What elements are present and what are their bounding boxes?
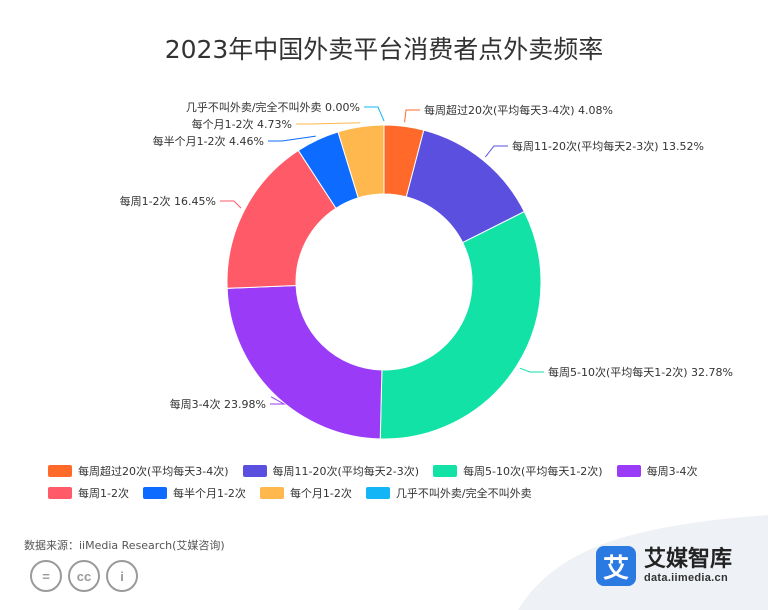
data-label: 每周5-10次(平均每天1-2次) 32.78% <box>548 365 733 379</box>
leader-line <box>484 145 508 158</box>
legend-swatch <box>48 465 72 477</box>
leader-line <box>270 396 286 405</box>
legend-swatch <box>259 487 284 499</box>
legend-item[interactable]: 每个月1-2次 <box>259 485 352 501</box>
cc-nd-icon: = <box>30 560 62 592</box>
leader-line <box>296 122 361 125</box>
legend-label: 每周5-10次(平均每天1-2次) <box>463 465 603 478</box>
cc-icon: cc <box>68 560 100 592</box>
legend-label: 每周超过20次(平均每天3-4次) <box>78 465 229 478</box>
source-note: 数据来源：iiMedia Research(艾媒咨询) <box>24 539 225 552</box>
leader-line <box>220 200 242 209</box>
legend-item[interactable]: 每半个月1-2次 <box>142 485 246 501</box>
legend-label: 每个月1-2次 <box>289 487 352 500</box>
brand-name: 艾媒智库 <box>644 547 733 572</box>
legend-swatch <box>365 487 390 499</box>
legend-item[interactable]: 每周1-2次 <box>48 485 129 501</box>
legend-item[interactable]: 每周11-20次(平均每天2-3次) <box>242 463 420 479</box>
legend-swatch <box>142 487 167 499</box>
legend-row-2: 每周1-2次 每半个月1-2次 每个月1-2次 几乎不叫外卖/完全不叫外卖 <box>48 482 748 504</box>
donut-slice[interactable] <box>337 124 385 199</box>
legend-item[interactable]: 每周5-10次(平均每天1-2次) <box>433 463 603 479</box>
donut-slice[interactable] <box>226 285 383 440</box>
data-label: 每周超过20次(平均每天3-4次) 4.08% <box>424 103 613 117</box>
brand: 艾 艾媒智库 data.iimedia.cn <box>596 546 732 586</box>
brand-logo-icon: 艾 <box>596 546 636 586</box>
brand-background <box>518 515 768 610</box>
data-label: 每周3-4次 23.98% <box>170 397 266 411</box>
legend-label: 几乎不叫外卖/完全不叫外卖 <box>395 487 532 500</box>
legend-item[interactable]: 每周3-4次 <box>616 463 698 479</box>
legend-label: 每半个月1-2次 <box>172 487 246 500</box>
cc-by-icon: i <box>106 560 138 592</box>
brand-url: data.iimedia.cn <box>644 572 728 584</box>
legend-label: 每周3-4次 <box>646 465 698 478</box>
data-label: 每周1-2次 16.45% <box>120 194 216 208</box>
legend-item[interactable]: 几乎不叫外卖/完全不叫外卖 <box>365 485 532 501</box>
legend-item[interactable]: 每周超过20次(平均每天3-4次) <box>48 463 229 479</box>
legend-swatch <box>48 487 72 499</box>
data-label: 每半个月1-2次 4.46% <box>153 134 264 148</box>
license-icons: = cc i <box>30 560 144 592</box>
leader-line <box>519 367 544 373</box>
legend: 每周超过20次(平均每天3-4次) 每周11-20次(平均每天2-3次) 每周5… <box>48 460 748 504</box>
leader-line <box>404 109 420 123</box>
legend-swatch <box>242 465 267 477</box>
data-label: 每个月1-2次 4.73% <box>192 117 292 131</box>
data-label: 几乎不叫外卖/完全不叫外卖 0.00% <box>186 100 360 114</box>
legend-label: 每周11-20次(平均每天2-3次) <box>272 465 420 478</box>
legend-swatch <box>433 465 458 477</box>
donut-slice[interactable] <box>379 210 542 440</box>
data-label: 每周11-20次(平均每天2-3次) 13.52% <box>512 139 704 153</box>
legend-label: 每周1-2次 <box>78 487 129 500</box>
chart-title: 2023年中国外卖平台消费者点外卖频率 <box>164 35 604 64</box>
legend-row-1: 每周超过20次(平均每天3-4次) 每周11-20次(平均每天2-3次) 每周5… <box>48 460 748 482</box>
leader-line <box>364 106 385 122</box>
legend-swatch <box>616 465 641 477</box>
leader-line <box>268 135 316 142</box>
